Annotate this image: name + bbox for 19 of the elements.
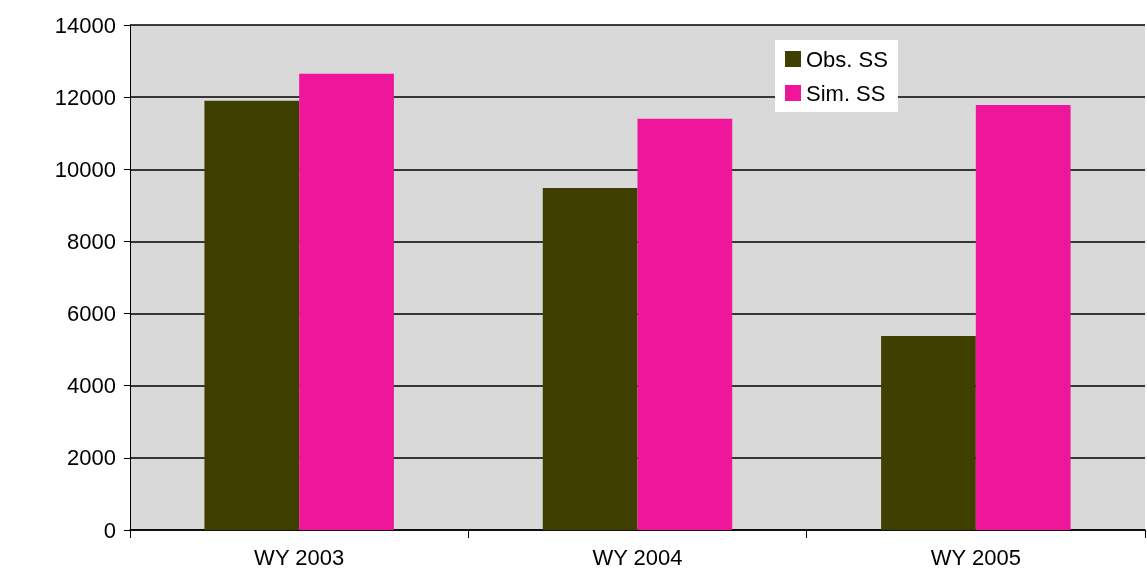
bar xyxy=(299,73,394,530)
bar xyxy=(204,100,300,530)
bar xyxy=(975,105,1071,530)
x-tick-label: WY 2003 xyxy=(254,544,345,570)
bar xyxy=(881,335,976,530)
x-tick-label: WY 2004 xyxy=(592,544,683,570)
y-tick-label: 0 xyxy=(103,517,116,543)
y-tick-label: 2000 xyxy=(67,445,116,471)
y-tick-label: 4000 xyxy=(67,373,116,399)
legend-label: Obs. SS xyxy=(806,46,888,72)
bar xyxy=(637,118,733,530)
y-tick-label: 6000 xyxy=(67,301,116,327)
y-tick-label: 14000 xyxy=(54,12,116,38)
y-tick-label: 10000 xyxy=(54,156,116,182)
y-tick-label: 8000 xyxy=(67,228,116,254)
bar xyxy=(542,188,638,530)
legend-label: Sim. SS xyxy=(806,80,886,106)
x-tick-label: WY 2005 xyxy=(930,544,1021,570)
y-tick-label: 12000 xyxy=(54,84,116,110)
